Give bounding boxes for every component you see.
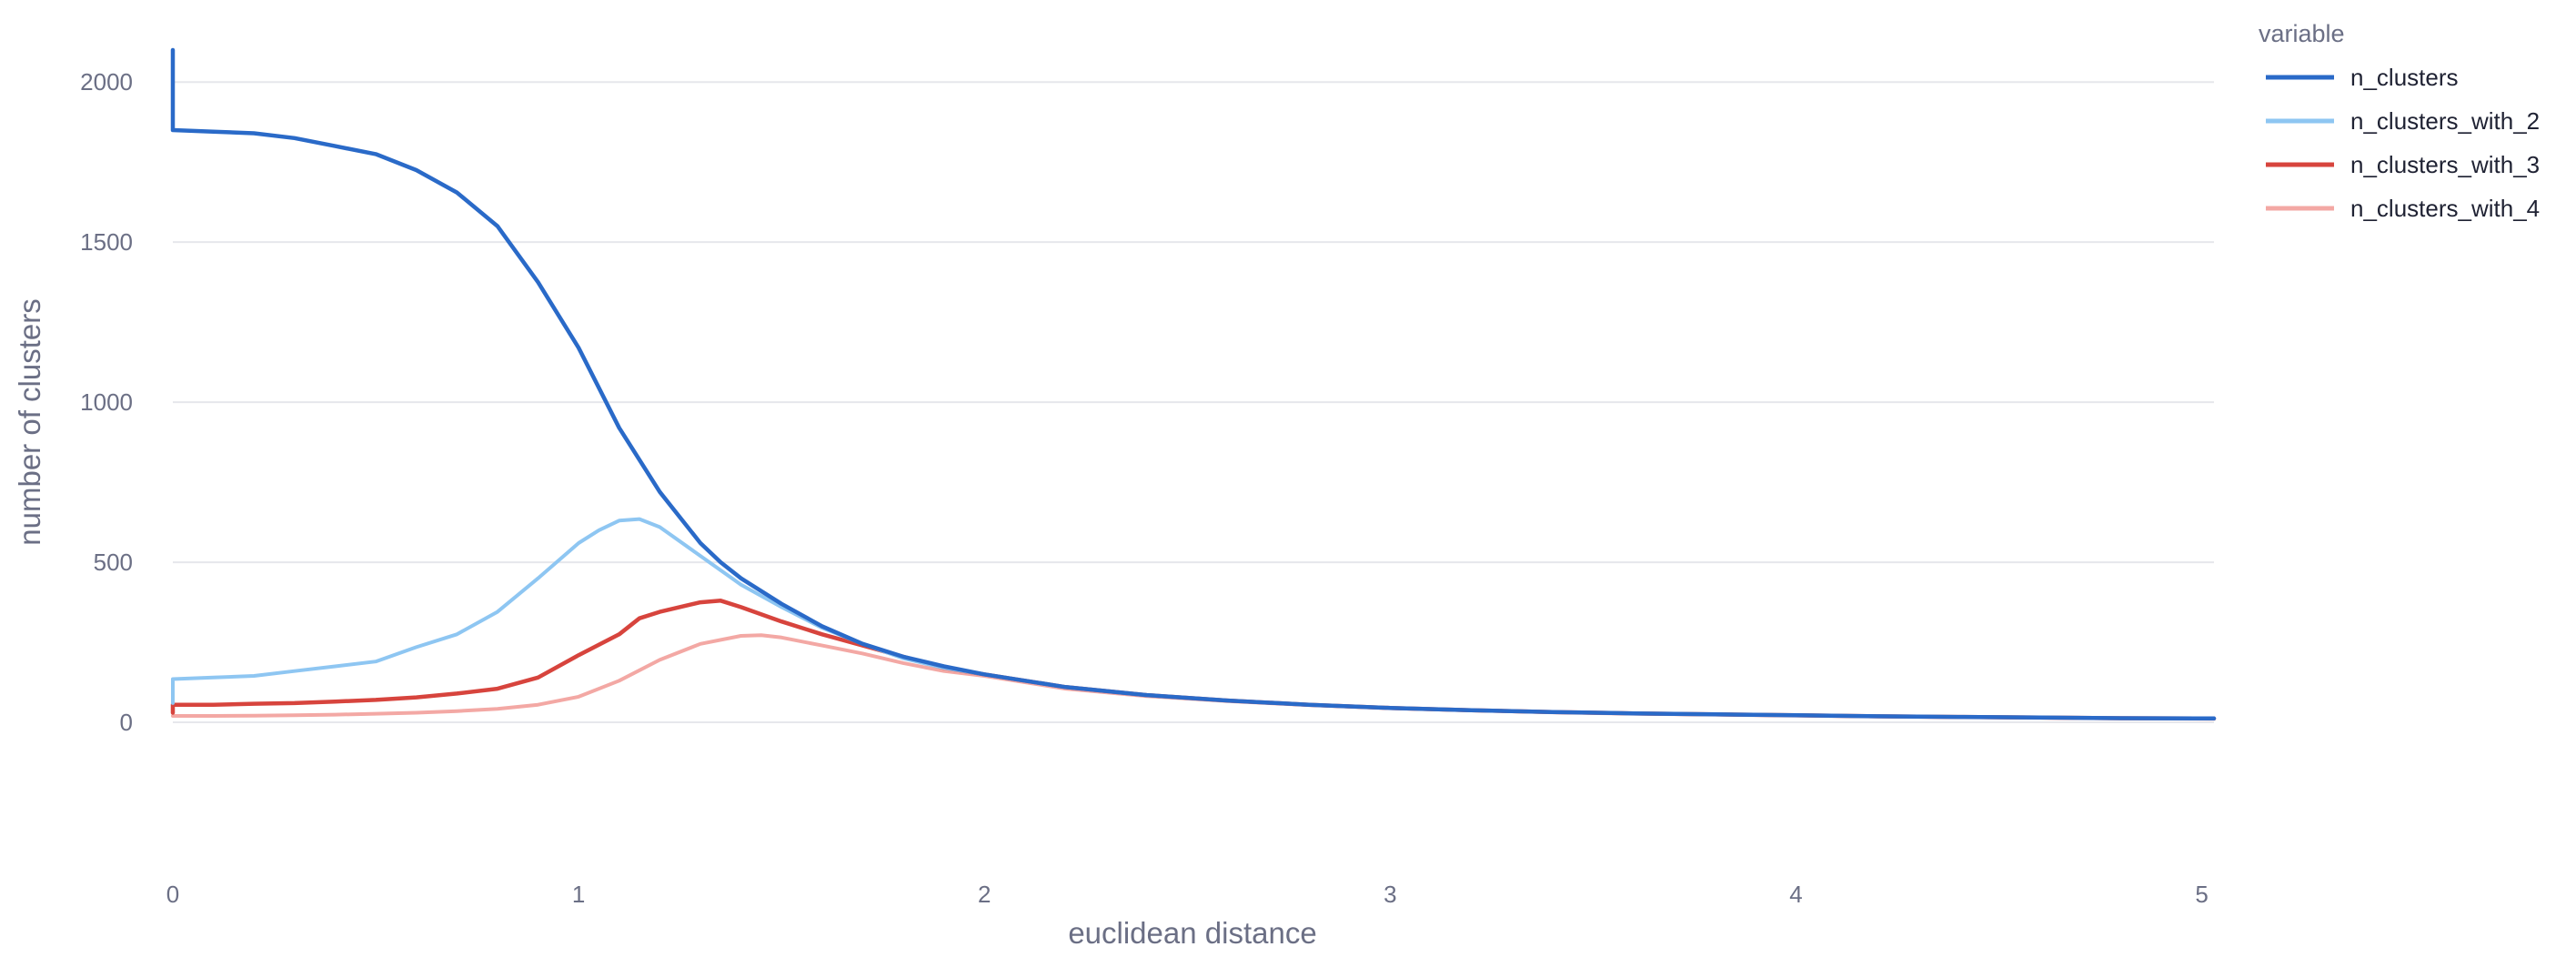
legend: variable n_clustersn_clusters_with_2n_cl… [2259, 20, 2540, 222]
series-line-n-clusters [170, 47, 2217, 721]
series-lines [170, 47, 2217, 721]
gridlines [173, 81, 2214, 724]
x-axis-ticks: 0 1 2 3 4 5 [166, 881, 2209, 908]
legend-label: n_clusters_with_3 [2350, 151, 2540, 178]
series-line-n-clusters-with-2 [171, 517, 2216, 720]
y-tick-label: 1000 [80, 388, 133, 416]
legend-item-n-clusters-with-2[interactable]: n_clusters_with_2 [2266, 107, 2540, 135]
legend-item-n-clusters-with-4[interactable]: n_clusters_with_4 [2266, 195, 2540, 222]
x-tick-label: 3 [1384, 881, 1396, 908]
y-axis-title: number of clusters [13, 298, 46, 545]
y-tick-label: 2000 [80, 68, 133, 96]
x-tick-label: 0 [166, 881, 179, 908]
y-tick-label: 0 [120, 709, 133, 736]
legend-item-n-clusters[interactable]: n_clusters [2266, 64, 2459, 91]
x-tick-label: 2 [978, 881, 991, 908]
legend-label: n_clusters_with_4 [2350, 195, 2540, 222]
legend-label: n_clusters [2350, 64, 2459, 91]
y-tick-label: 1500 [80, 228, 133, 256]
x-tick-label: 1 [572, 881, 585, 908]
y-axis-ticks: 0 500 1000 1500 2000 [80, 68, 133, 736]
legend-label: n_clusters_with_2 [2350, 107, 2540, 135]
x-tick-label: 5 [2195, 881, 2208, 908]
series-line-n-clusters-with-4 [171, 633, 2216, 721]
legend-item-n-clusters-with-3[interactable]: n_clusters_with_3 [2266, 151, 2540, 178]
x-tick-label: 4 [1789, 881, 1802, 908]
legend-title: variable [2259, 20, 2345, 47]
legend-items: n_clusters n_clusters_with_2 n_clusters_wi… [2266, 64, 2540, 222]
x-axis-title: euclidean distance [1068, 916, 1316, 950]
y-tick-label: 500 [94, 549, 133, 576]
